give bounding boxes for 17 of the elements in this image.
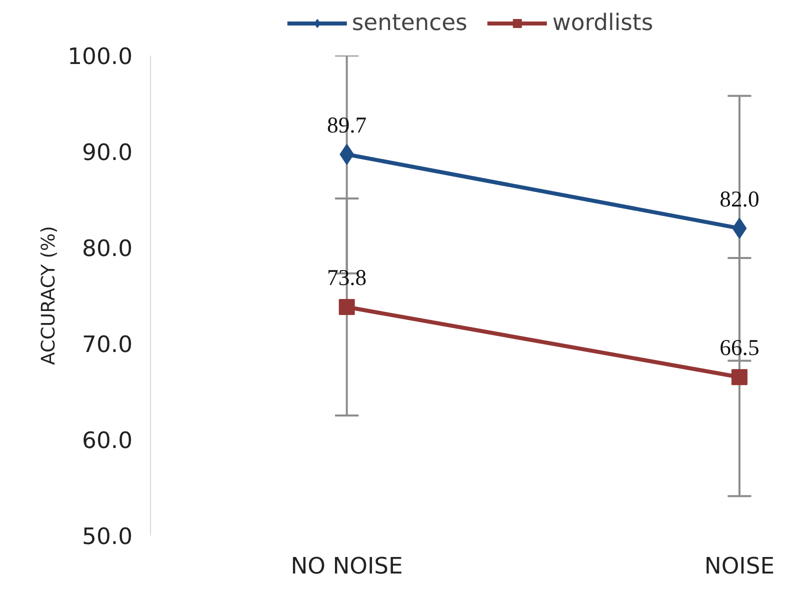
y-axis-title: ACCURACY (%) [38,226,60,366]
x-tick-label: NOISE [704,554,775,580]
y-tick-label: 100.0 [68,44,133,70]
data-label: 66.5 [720,335,760,360]
legend-label: wordlists [552,10,654,36]
y-tick-label: 80.0 [82,236,133,262]
y-tick-label: 60.0 [82,428,133,454]
data-label: 89.7 [326,112,367,138]
y-tick-label: 50.0 [82,524,133,550]
y-tick-label: 90.0 [82,140,133,166]
y-tick-label: 70.0 [82,332,133,358]
point [731,369,748,386]
data-label: 82.0 [720,186,760,212]
data-label: 73.8 [326,265,367,290]
x-tick-label: NO NOISE [290,554,403,580]
point [338,299,355,316]
legend-label: sentences [352,10,468,36]
